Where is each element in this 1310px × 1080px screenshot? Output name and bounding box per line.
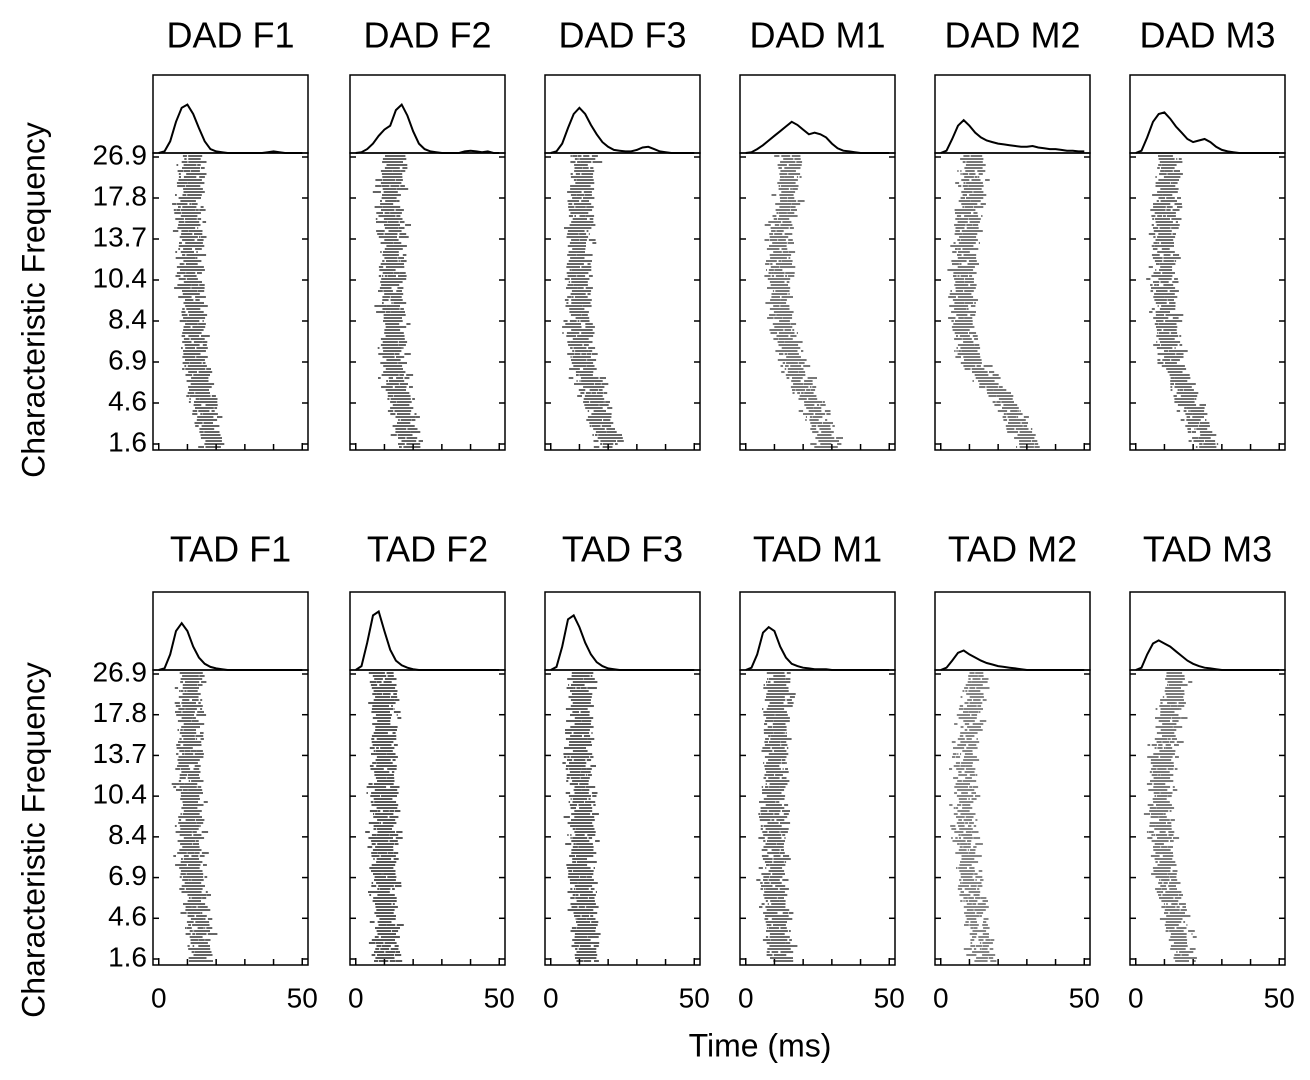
psth-line [1135,639,1280,671]
y-tick-label: 26.9 [93,656,148,687]
psth-frame [544,74,701,154]
raster-frame [1129,152,1286,451]
psth-line [940,118,1085,154]
panel-title: DAD M2 [944,15,1080,56]
panel-title: DAD M3 [1139,15,1275,56]
panel-title: TAD F3 [562,529,683,570]
y-tick-label: 6.9 [108,344,147,375]
panel-title: DAD F3 [558,15,686,56]
raster-frame [152,152,309,451]
raster-frame [934,152,1091,451]
psth-line [158,621,303,671]
panel-title: TAD M1 [753,529,882,570]
raster-frame [349,152,506,451]
psth-line [355,102,500,154]
y-tick-label: 8.4 [108,819,147,850]
psth-frame [1129,591,1286,671]
psth-line [745,120,890,154]
y-tick-label: 17.8 [93,180,148,211]
x-tick-label: 50 [1264,982,1295,1013]
psth-line [355,609,500,671]
x-tick-label: 50 [287,982,318,1013]
y-axis-label: Characteristic Frequency [15,122,51,478]
y-tick-label: 4.6 [108,901,147,932]
psth-frame [934,591,1091,671]
psth-line [158,103,303,154]
x-axis-label: Time (ms) [689,1027,832,1063]
psth-frame [739,74,896,154]
y-tick-label: 10.4 [93,262,148,293]
x-tick-label: 0 [348,982,364,1013]
panel-title: TAD M3 [1143,529,1272,570]
y-tick-label: 26.9 [93,139,148,170]
psth-line [550,613,695,671]
psth-frame [544,591,701,671]
y-tick-label: 17.8 [93,697,148,728]
panel-title: DAD M1 [749,15,885,56]
panel-title: DAD F2 [363,15,491,56]
x-tick-label: 0 [151,982,167,1013]
x-tick-label: 0 [933,982,949,1013]
psth-frame [349,74,506,154]
raster-frame [934,669,1091,966]
x-tick-label: 50 [484,982,515,1013]
raster-frame [349,669,506,966]
psth-frame [152,74,309,154]
psth-frame [349,591,506,671]
x-tick-label: 50 [1069,982,1100,1013]
y-tick-label: 6.9 [108,860,147,891]
psth-line [550,106,695,154]
raster-frame [544,152,701,451]
x-tick-label: 0 [543,982,559,1013]
panel-title: TAD F2 [367,529,488,570]
y-tick-label: 8.4 [108,303,147,334]
y-axis-label: Characteristic Frequency [15,662,51,1018]
psth-line [745,625,890,671]
psth-line [1135,111,1280,154]
x-tick-label: 0 [1128,982,1144,1013]
y-tick-label: 13.7 [93,738,148,769]
y-tick-label: 10.4 [93,779,148,810]
y-tick-label: 13.7 [93,221,148,252]
psth-frame [934,74,1091,154]
panel-title: DAD F1 [166,15,294,56]
x-tick-label: 0 [738,982,754,1013]
y-tick-label: 1.6 [108,426,147,457]
panel-title: TAD F1 [170,529,291,570]
psth-line [940,649,1085,671]
y-tick-label: 4.6 [108,385,147,416]
raster-frame [739,152,896,451]
x-tick-label: 50 [874,982,905,1013]
panel-title: TAD M2 [948,529,1077,570]
raster-frame [1129,669,1286,966]
y-tick-label: 1.6 [108,941,147,972]
x-tick-label: 50 [679,982,710,1013]
